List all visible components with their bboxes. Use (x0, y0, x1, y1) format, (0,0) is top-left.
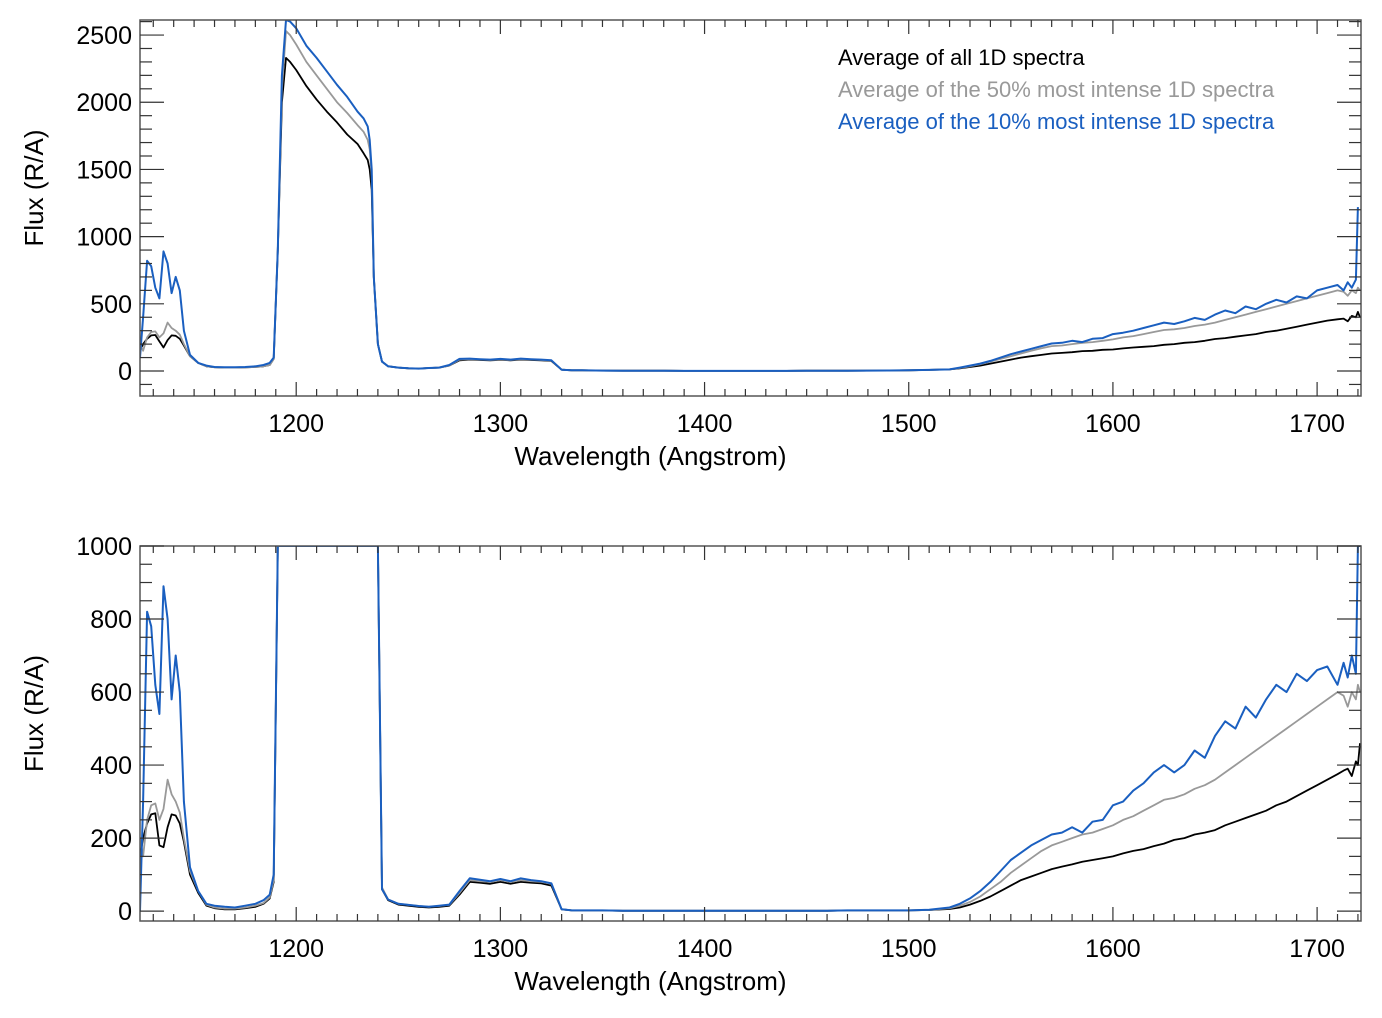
legend-entry: Average of all 1D spectra (838, 45, 1085, 70)
x-tick-label: 1600 (1085, 935, 1141, 963)
x-tick-label: 1400 (677, 410, 733, 438)
series-line-all (140, 546, 1361, 912)
y-tick-label: 1500 (76, 156, 132, 184)
x-tick-label: 1200 (268, 935, 324, 963)
y-tick-label: 2500 (76, 22, 132, 50)
plot-frame (139, 545, 1362, 922)
series-group (140, 546, 1361, 912)
y-tick-label: 1000 (76, 224, 132, 252)
series-group (140, 20, 1361, 372)
legend: Average of all 1D spectra Average of the … (838, 45, 1275, 134)
x-axis-title: Wavelength (Angstrom) (514, 966, 786, 996)
series-line-top10 (140, 20, 1359, 372)
y-axis-title: Flux (R/A) (19, 655, 49, 772)
y-tick-label: 2000 (76, 89, 132, 117)
x-tick-label: 1500 (881, 410, 937, 438)
legend-entry: Average of the 50% most intense 1D spect… (838, 77, 1275, 102)
bottom-panel: 1200 1300 1400 1500 1600 1700 0 200 400 600 800 100… (19, 533, 1362, 996)
y-axis-title: Flux (R/A) (19, 130, 49, 247)
x-tick-label: 1600 (1085, 410, 1141, 438)
top-panel: 1200 1300 1400 1500 1600 1700 0 500 1000 1500 2000… (19, 19, 1362, 471)
x-tick-label: 1400 (677, 935, 733, 963)
y-tick-label: 0 (118, 898, 132, 926)
plot-frame (139, 19, 1362, 397)
y-tick-label: 500 (90, 291, 132, 319)
series-line-top50 (140, 546, 1361, 912)
y-tick-label: 400 (90, 752, 132, 780)
y-tick-label: 800 (90, 606, 132, 634)
x-tick-label: 1200 (268, 410, 324, 438)
x-tick-label: 1700 (1289, 935, 1345, 963)
x-tick-label: 1700 (1289, 410, 1345, 438)
x-tick-label: 1300 (473, 410, 529, 438)
legend-entry: Average of the 10% most intense 1D spect… (838, 109, 1275, 134)
y-tick-label: 1000 (76, 533, 132, 561)
y-tick-label: 600 (90, 679, 132, 707)
series-line-top10 (140, 546, 1360, 912)
y-tick-label: 200 (90, 825, 132, 853)
x-tick-label: 1500 (881, 935, 937, 963)
y-tick-label: 0 (118, 358, 132, 386)
x-axis-title: Wavelength (Angstrom) (514, 441, 786, 471)
x-tick-label: 1300 (473, 935, 529, 963)
